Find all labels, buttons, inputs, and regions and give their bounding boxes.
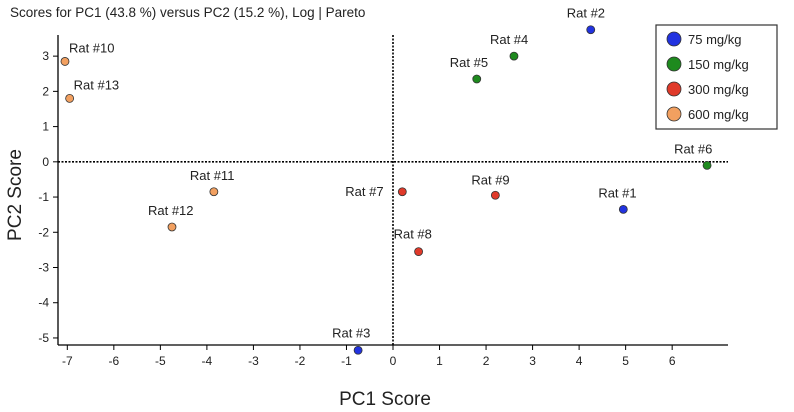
point-label: Rat #13 xyxy=(74,77,120,92)
data-point xyxy=(167,222,177,232)
legend-label: 300 mg/kg xyxy=(688,82,749,97)
data-point xyxy=(60,57,70,66)
x-tick-label: 1 xyxy=(436,354,443,368)
data-point xyxy=(65,94,75,103)
data-point xyxy=(509,51,519,61)
x-tick-label: -3 xyxy=(248,354,259,368)
y-axis-ticks: -5 -4 -3 -2 -1 0 1 2 3 xyxy=(38,49,58,345)
legend-label: 600 mg/kg xyxy=(688,107,749,122)
x-tick-label: 3 xyxy=(529,354,536,368)
point-label: Rat #2 xyxy=(567,6,605,21)
y-tick-label: 0 xyxy=(42,155,49,169)
x-tick-label: 4 xyxy=(576,354,583,368)
legend-marker xyxy=(666,31,682,47)
y-tick-label: 3 xyxy=(42,49,49,63)
chart-title: Scores for PC1 (43.8 %) versus PC2 (15.2… xyxy=(10,5,365,20)
point-label: Rat #1 xyxy=(598,185,636,200)
point-label: Rat #9 xyxy=(471,172,509,187)
point-label: Rat #12 xyxy=(148,203,194,218)
data-point xyxy=(490,190,500,200)
y-tick-label: -1 xyxy=(38,190,49,204)
legend-label: 75 mg/kg xyxy=(688,32,741,47)
x-tick-label: -7 xyxy=(62,354,73,368)
x-tick-label: 0 xyxy=(390,354,397,368)
point-label: Rat #11 xyxy=(190,168,235,183)
x-tick-label: -4 xyxy=(202,354,213,368)
legend-label: 150 mg/kg xyxy=(688,57,749,72)
x-tick-label: -2 xyxy=(295,354,306,368)
point-label: Rat #5 xyxy=(450,55,488,70)
legend-marker xyxy=(666,56,682,72)
data-point xyxy=(702,160,712,170)
x-axis-ticks: -7 -6 -5 -4 -3 -2 -1 0 1 2 3 4 5 6 xyxy=(62,345,676,368)
y-tick-label: -5 xyxy=(38,331,49,345)
legend-marker xyxy=(666,81,682,97)
x-tick-label: -6 xyxy=(108,354,119,368)
data-point xyxy=(209,187,219,197)
data-point xyxy=(353,345,363,355)
legend: 75 mg/kg 150 mg/kg 300 mg/kg 600 mg/kg xyxy=(655,24,778,130)
y-tick-label: -2 xyxy=(38,225,49,239)
point-label: Rat #8 xyxy=(394,227,432,242)
point-label: Rat #4 xyxy=(490,32,528,47)
x-tick-label: 6 xyxy=(669,354,676,368)
data-point xyxy=(397,187,407,197)
point-label: Rat #10 xyxy=(69,40,115,55)
point-label: Rat #7 xyxy=(345,184,383,199)
y-tick-label: -3 xyxy=(38,261,49,275)
x-axis-title: PC1 Score xyxy=(339,389,431,410)
point-label: Rat #6 xyxy=(674,141,712,156)
x-tick-label: -1 xyxy=(341,354,352,368)
data-point xyxy=(414,247,423,257)
data-point xyxy=(618,204,628,214)
data-point xyxy=(586,25,596,35)
y-tick-label: 2 xyxy=(42,84,49,98)
x-tick-label: 2 xyxy=(483,354,490,368)
y-tick-label: -4 xyxy=(38,296,49,310)
data-point xyxy=(472,74,482,84)
x-tick-label: -5 xyxy=(155,354,166,368)
point-label: Rat #3 xyxy=(332,325,370,340)
y-axis-title: PC2 Score xyxy=(5,149,26,241)
y-tick-label: 1 xyxy=(42,120,49,134)
legend-marker xyxy=(666,106,682,122)
x-tick-label: 5 xyxy=(622,354,629,368)
